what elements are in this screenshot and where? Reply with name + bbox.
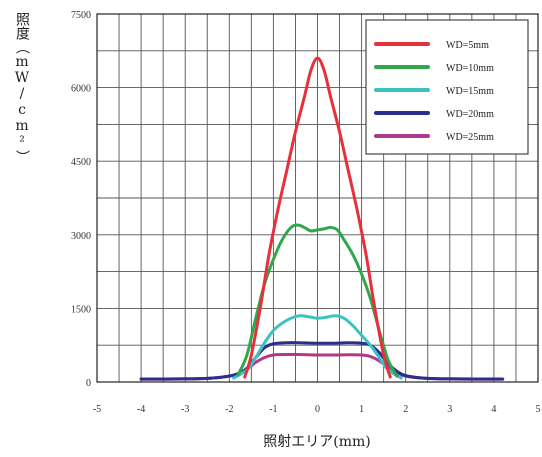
x-tick-label: 0: [315, 404, 320, 415]
series-line-4: [141, 354, 503, 379]
x-tick-label: 4: [491, 404, 496, 415]
x-tick-label: -2: [225, 404, 233, 415]
x-tick-label: 1: [359, 404, 364, 415]
x-tick-label: 3: [447, 404, 452, 415]
x-tick-labels: -5 -4 -3 -2 -1 0 1 2 3 4 5: [93, 404, 541, 415]
x-axis-title: 照射エリア(mm): [263, 434, 370, 450]
y-tick-labels: 0 1500 3000 4500 6000 7500: [71, 10, 91, 389]
x-tick-label: 2: [403, 404, 408, 415]
y-tick-label: 4500: [71, 157, 91, 168]
legend-label: WD=10mm: [446, 63, 494, 74]
x-tick-label: -4: [137, 404, 145, 415]
x-tick-label: -3: [181, 404, 189, 415]
y-tick-label: 7500: [71, 10, 91, 21]
y-tick-label: 1500: [71, 304, 91, 315]
legend-label: WD=15mm: [446, 86, 494, 97]
legend-label: WD=25mm: [446, 132, 494, 143]
legend-label: WD=5mm: [446, 40, 489, 51]
legend-label: WD=20mm: [446, 109, 494, 120]
x-tick-label: -5: [93, 404, 101, 415]
legend: WD=5mm WD=10mm WD=15mm WD=20mm WD=25mm: [366, 20, 528, 154]
x-tick-label: 5: [536, 404, 541, 415]
x-tick-label: -1: [269, 404, 277, 415]
y-axis-title: 照度（mW/cm²）: [14, 12, 30, 164]
y-tick-label: 6000: [71, 84, 91, 95]
y-tick-label: 3000: [71, 231, 91, 242]
y-tick-label: 0: [86, 378, 91, 389]
series-line-3: [141, 343, 503, 379]
